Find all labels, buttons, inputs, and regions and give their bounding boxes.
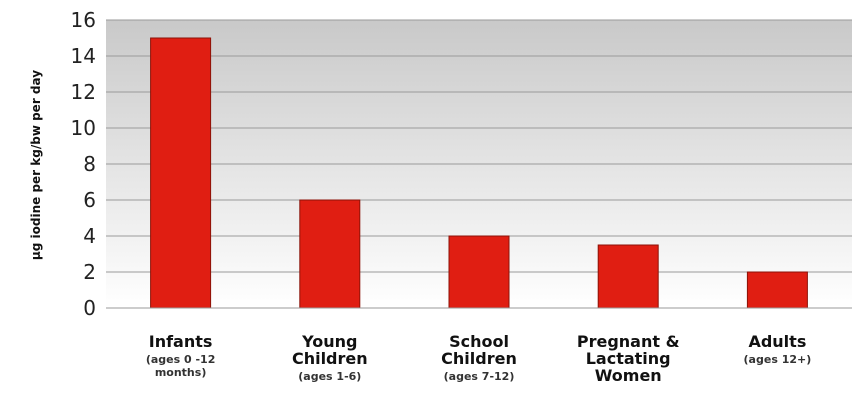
y-tick-label: 0	[83, 296, 96, 320]
x-category-label: Pregnant &	[577, 332, 680, 351]
y-tick-label: 16	[71, 8, 96, 32]
x-category-sublabel: (ages 0 -12	[146, 353, 216, 366]
y-tick-label: 14	[71, 44, 96, 68]
bars	[150, 37, 808, 309]
x-category-label: Women	[595, 366, 662, 385]
x-axis-labels: Infants(ages 0 -12months)YoungChildren(a…	[146, 332, 811, 385]
bar	[150, 37, 212, 309]
x-category-label: Adults	[748, 332, 806, 351]
x-category-label: Lactating	[586, 349, 671, 368]
y-axis-label: µg iodine per kg/bw per day	[29, 70, 43, 260]
x-category-label: Infants	[149, 332, 213, 351]
bar	[746, 271, 808, 309]
x-category-sublabel: months)	[155, 366, 207, 379]
y-tick-label: 10	[71, 116, 96, 140]
x-category-label: Young	[301, 332, 357, 351]
x-category-label: Children	[441, 349, 517, 368]
x-category-sublabel: (ages 7-12)	[444, 370, 515, 383]
y-tick-label: 2	[83, 260, 96, 284]
y-axis-ticks: 0 2 4 6 8 10 12 14 16	[71, 8, 96, 320]
y-tick-label: 4	[83, 224, 96, 248]
bar	[448, 235, 510, 309]
x-category-sublabel: (ages 12+)	[744, 353, 812, 366]
y-tick-label: 8	[83, 152, 96, 176]
bar	[299, 199, 361, 309]
bar	[597, 244, 659, 309]
x-category-label: School	[449, 332, 509, 351]
y-tick-label: 6	[83, 188, 96, 212]
x-category-sublabel: (ages 1-6)	[298, 370, 361, 383]
y-tick-label: 12	[71, 80, 96, 104]
x-category-label: Children	[292, 349, 368, 368]
